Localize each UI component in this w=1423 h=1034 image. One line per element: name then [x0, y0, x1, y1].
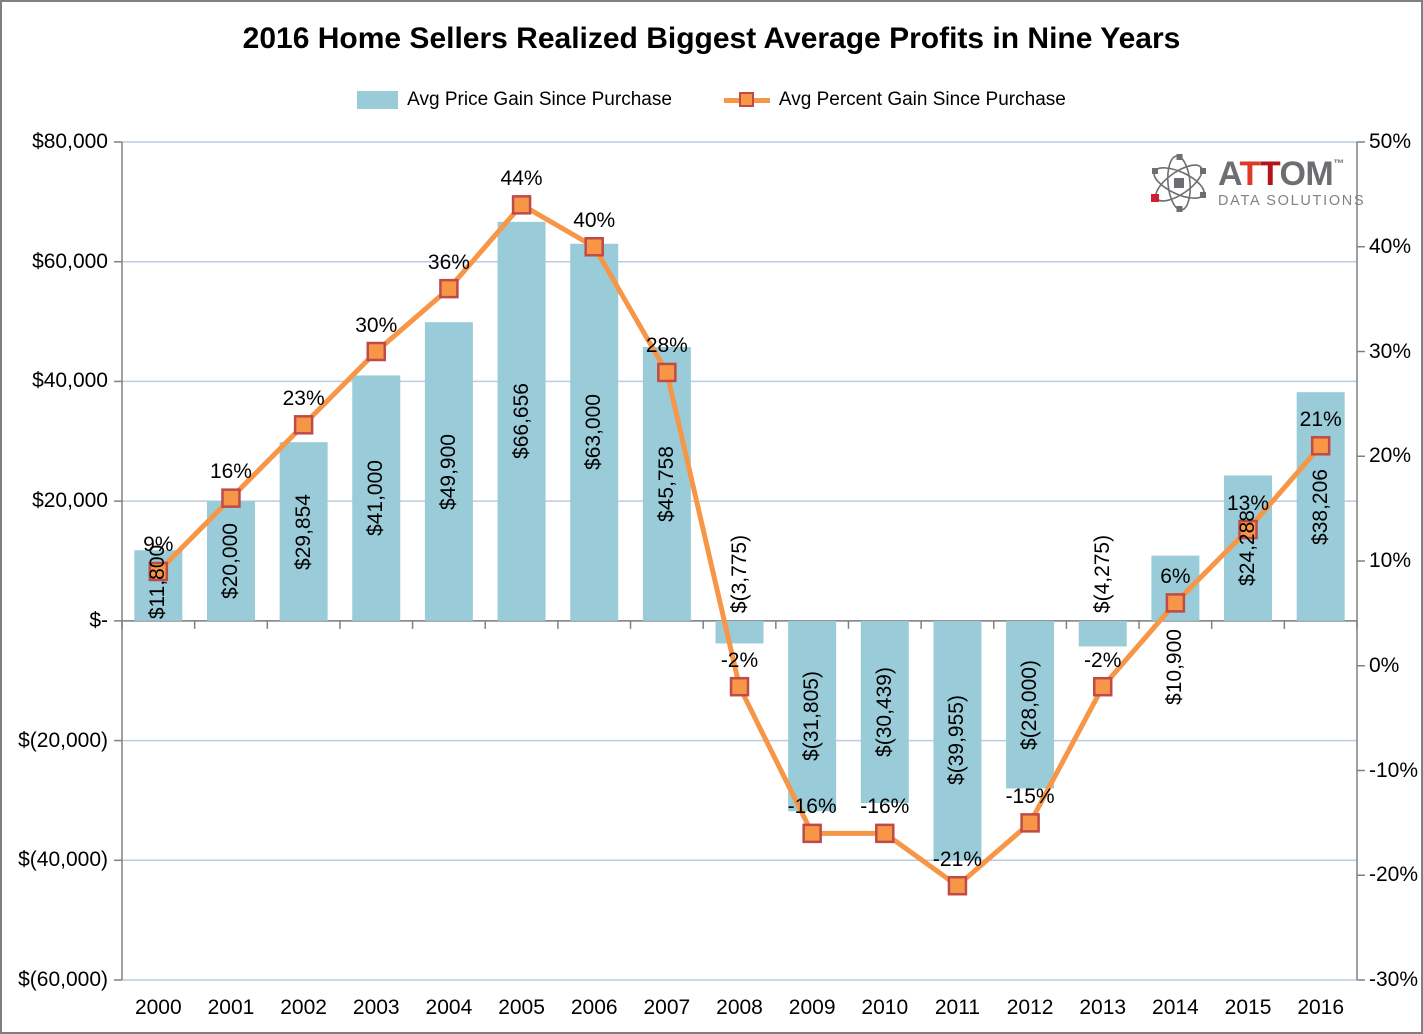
bar-2000: [134, 550, 183, 621]
bar-swatch-icon: [357, 91, 399, 109]
chart-title: 2016 Home Sellers Realized Biggest Avera…: [242, 22, 1181, 55]
line-marker-2007: [657, 362, 677, 383]
line-marker-2010: [875, 823, 895, 844]
percent-line: [156, 202, 1323, 889]
line-marker-2015: [1238, 519, 1258, 540]
bar-2002: [279, 442, 328, 621]
bar-2011: [933, 620, 982, 861]
legend-item-bar: Avg Price Gain Since Purchase: [357, 89, 672, 111]
line-marker-2014: [1165, 593, 1186, 613]
line-marker-2013: [1092, 676, 1113, 697]
logo-tagline: DATA SOLUTIONS: [1218, 193, 1366, 210]
line-marker-2004: [439, 278, 459, 299]
line-marker-2001: [221, 488, 241, 508]
trademark-symbol: ™: [1333, 158, 1345, 171]
line-marker-2006: [584, 237, 604, 257]
line-marker-2000: [148, 561, 169, 582]
bar-2004: [424, 322, 473, 621]
logo-wordmark: ATTOM™: [1218, 155, 1345, 194]
bar-2009: [788, 620, 837, 812]
line-marker-2012: [1020, 813, 1040, 833]
legend-bar-label: Avg Price Gain Since Purchase: [407, 89, 672, 110]
attom-logo: ATTOM™ DATA SOLUTIONS: [1148, 152, 1365, 214]
line-marker-2002: [293, 415, 314, 435]
line-marker-2011: [947, 875, 968, 896]
legend-item-line: Avg Percent Gain Since Purchase: [723, 89, 1066, 111]
legend: Avg Price Gain Since Purchase Avg Percen…: [2, 86, 1421, 114]
bar-2010: [860, 620, 909, 804]
line-marker-2005: [511, 195, 532, 215]
bar-2003: [352, 375, 401, 621]
bar-2001: [206, 501, 255, 621]
bar-2012: [1006, 620, 1055, 789]
line-marker-2009: [802, 823, 822, 844]
atom-icon: [1151, 154, 1206, 212]
line-marker-2003: [366, 341, 387, 362]
bar-2005: [497, 221, 546, 621]
line-swatch-icon: [723, 91, 770, 109]
bar-2013: [1078, 620, 1127, 647]
bar-2007: [642, 346, 691, 621]
legend-line-label: Avg Percent Gain Since Purchase: [778, 89, 1066, 110]
line-marker-2008: [729, 676, 750, 697]
line-marker-2016: [1310, 436, 1331, 456]
bar-2016: [1296, 392, 1345, 621]
bar-2006: [570, 243, 619, 621]
